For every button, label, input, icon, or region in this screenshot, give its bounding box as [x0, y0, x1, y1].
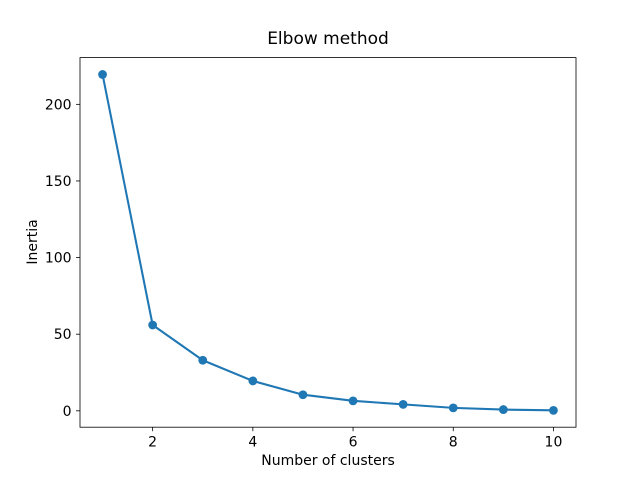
chart-title: Elbow method — [267, 29, 389, 49]
x-tick-label: 8 — [449, 435, 458, 451]
data-point-marker — [448, 403, 458, 413]
y-tick-label: 150 — [45, 174, 72, 190]
data-point-marker — [498, 405, 508, 414]
y-tick-label: 50 — [54, 327, 72, 343]
data-point-marker — [148, 320, 158, 330]
y-axis-label: Inertia — [25, 219, 41, 265]
y-tick-label: 200 — [45, 97, 72, 113]
x-axis-label: Number of clusters — [261, 453, 395, 469]
data-point-marker — [98, 70, 107, 79]
data-point-marker — [298, 390, 308, 400]
x-tick-label: 6 — [349, 435, 358, 451]
y-tick-label: 100 — [45, 251, 72, 267]
axes-frame — [79, 57, 577, 428]
data-point-marker — [348, 396, 358, 406]
data-point-marker — [248, 376, 258, 386]
data-point-marker — [198, 355, 208, 365]
data-point-marker — [549, 405, 558, 415]
x-tick-label: 4 — [248, 435, 257, 451]
data-point-marker — [398, 399, 408, 409]
x-tick-label: 2 — [148, 435, 157, 451]
x-tick-label: 10 — [545, 435, 563, 451]
y-tick-label: 0 — [63, 404, 72, 420]
data-line — [101, 73, 555, 412]
